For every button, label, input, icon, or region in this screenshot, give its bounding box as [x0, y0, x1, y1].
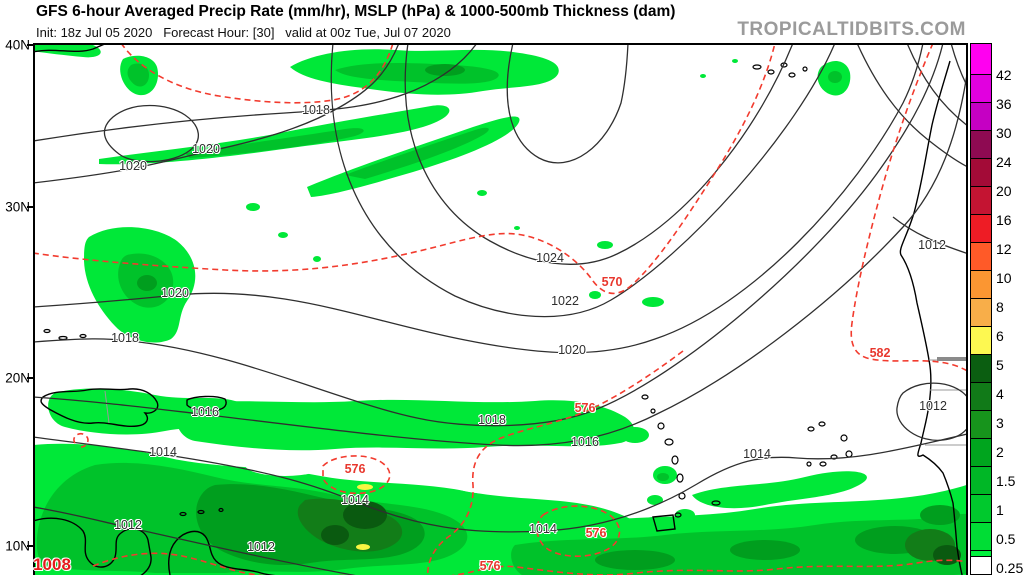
colorbar-level-label: 2: [996, 444, 1004, 460]
tropicaltidbits-watermark: TROPICALTIDBITS.COM: [737, 19, 966, 40]
lat-label: 20N: [5, 370, 30, 386]
lat-tick: [27, 545, 33, 547]
colorbar-segment: [971, 467, 991, 495]
colorbar-level-label: 24: [996, 154, 1012, 170]
precip-layer: [35, 45, 966, 575]
precip-colorbar: [970, 43, 992, 575]
colorbar-level-label: 36: [996, 96, 1012, 112]
colorbar-level-label: 3: [996, 415, 1004, 431]
lat-tick: [27, 377, 33, 379]
colorbar-segment: [971, 355, 991, 383]
lat-label: 40N: [5, 37, 30, 53]
colorbar-level-label: 0.5: [996, 531, 1016, 547]
colorbar-segment: [971, 299, 991, 327]
colorbar-segment: [971, 187, 991, 215]
colorbar-level-label: 5: [996, 357, 1004, 373]
colorbar-level-label: 12: [996, 241, 1012, 257]
colorbar-level-label: 1.5: [996, 473, 1016, 489]
colorbar-level-label: 42: [996, 67, 1012, 83]
colorbar-segment: [971, 159, 991, 187]
colorbar-level-label: 8: [996, 299, 1004, 315]
colorbar-segment: [971, 551, 991, 557]
colorbar-level-label: 16: [996, 212, 1012, 228]
thickness-contour-layer: [35, 45, 966, 575]
colorbar-segment: [971, 495, 991, 523]
init-valid-line: Init: 18z Jul 05 2020 Forecast Hour: [30…: [36, 25, 451, 40]
colorbar-level-label: 0.25: [996, 560, 1024, 575]
map-graphics: [35, 45, 966, 575]
colorbar-segment: [971, 523, 991, 551]
map-canvas: [33, 43, 968, 575]
colorbar-level-label: 1: [996, 502, 1004, 518]
coastline-layer: [35, 45, 963, 575]
page-title: GFS 6-hour Averaged Precip Rate (mm/hr),…: [36, 3, 676, 20]
colorbar-segment: [971, 383, 991, 411]
colorbar-segment: [971, 243, 991, 271]
lat-label: 10N: [5, 538, 30, 554]
colorbar-segment: [971, 131, 991, 159]
colorbar-segment: [971, 439, 991, 467]
colorbar-segment: [971, 103, 991, 131]
colorbar-segment: [971, 327, 991, 355]
border-layer: [104, 357, 966, 446]
colorbar-segment: [971, 44, 991, 75]
colorbar-segment: [971, 271, 991, 299]
colorbar-segment: [971, 215, 991, 243]
colorbar-level-label: 30: [996, 125, 1012, 141]
colorbar-level-label: 6: [996, 328, 1004, 344]
colorbar-segment: [971, 411, 991, 439]
lat-tick: [27, 44, 33, 46]
colorbar-level-label: 10: [996, 270, 1012, 286]
colorbar-level-label: 4: [996, 386, 1004, 402]
colorbar-level-label: 20: [996, 183, 1012, 199]
lat-tick: [27, 206, 33, 208]
colorbar-segment: [971, 75, 991, 103]
lat-label: 30N: [5, 199, 30, 215]
